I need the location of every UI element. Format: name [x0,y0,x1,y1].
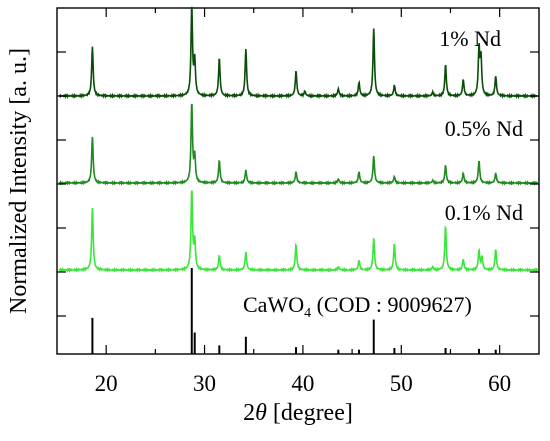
series-label-0-1pct: 0.1% Nd [445,200,523,225]
x-axis-title: 2θ [degree] [243,400,353,426]
plot-frame [56,7,540,355]
x-tick-label: 40 [291,371,314,396]
x-axis-title-prefix: 2 [243,400,255,426]
y-axis-title: Normalized Intensity [a. u.] [6,48,32,314]
x-axis-title-suffix: [degree] [267,400,353,426]
series-label-1pct: 1% Nd [439,26,501,51]
series-line-1 [58,103,538,186]
reference-label: CaWO4 (COD : 9009627) [243,292,472,321]
series-label-0-5pct: 0.5% Nd [445,116,523,141]
x-tick-label: 20 [95,371,118,396]
x-tick-label: 50 [390,371,413,396]
series-line-2 [58,190,539,273]
series-line-0 [58,6,539,100]
x-tick-label: 60 [488,371,511,396]
ticks-layer: 20 30 40 50 60 [57,8,539,396]
x-tick-label: 30 [193,371,216,396]
x-axis-title-var: θ [255,400,267,426]
reference-label-suffix: (COD : 9009627) [311,292,472,317]
data-layer [58,6,539,354]
reference-label-sub: 4 [304,306,311,321]
plot-area [56,7,540,355]
reference-label-prefix: CaWO [243,292,304,317]
